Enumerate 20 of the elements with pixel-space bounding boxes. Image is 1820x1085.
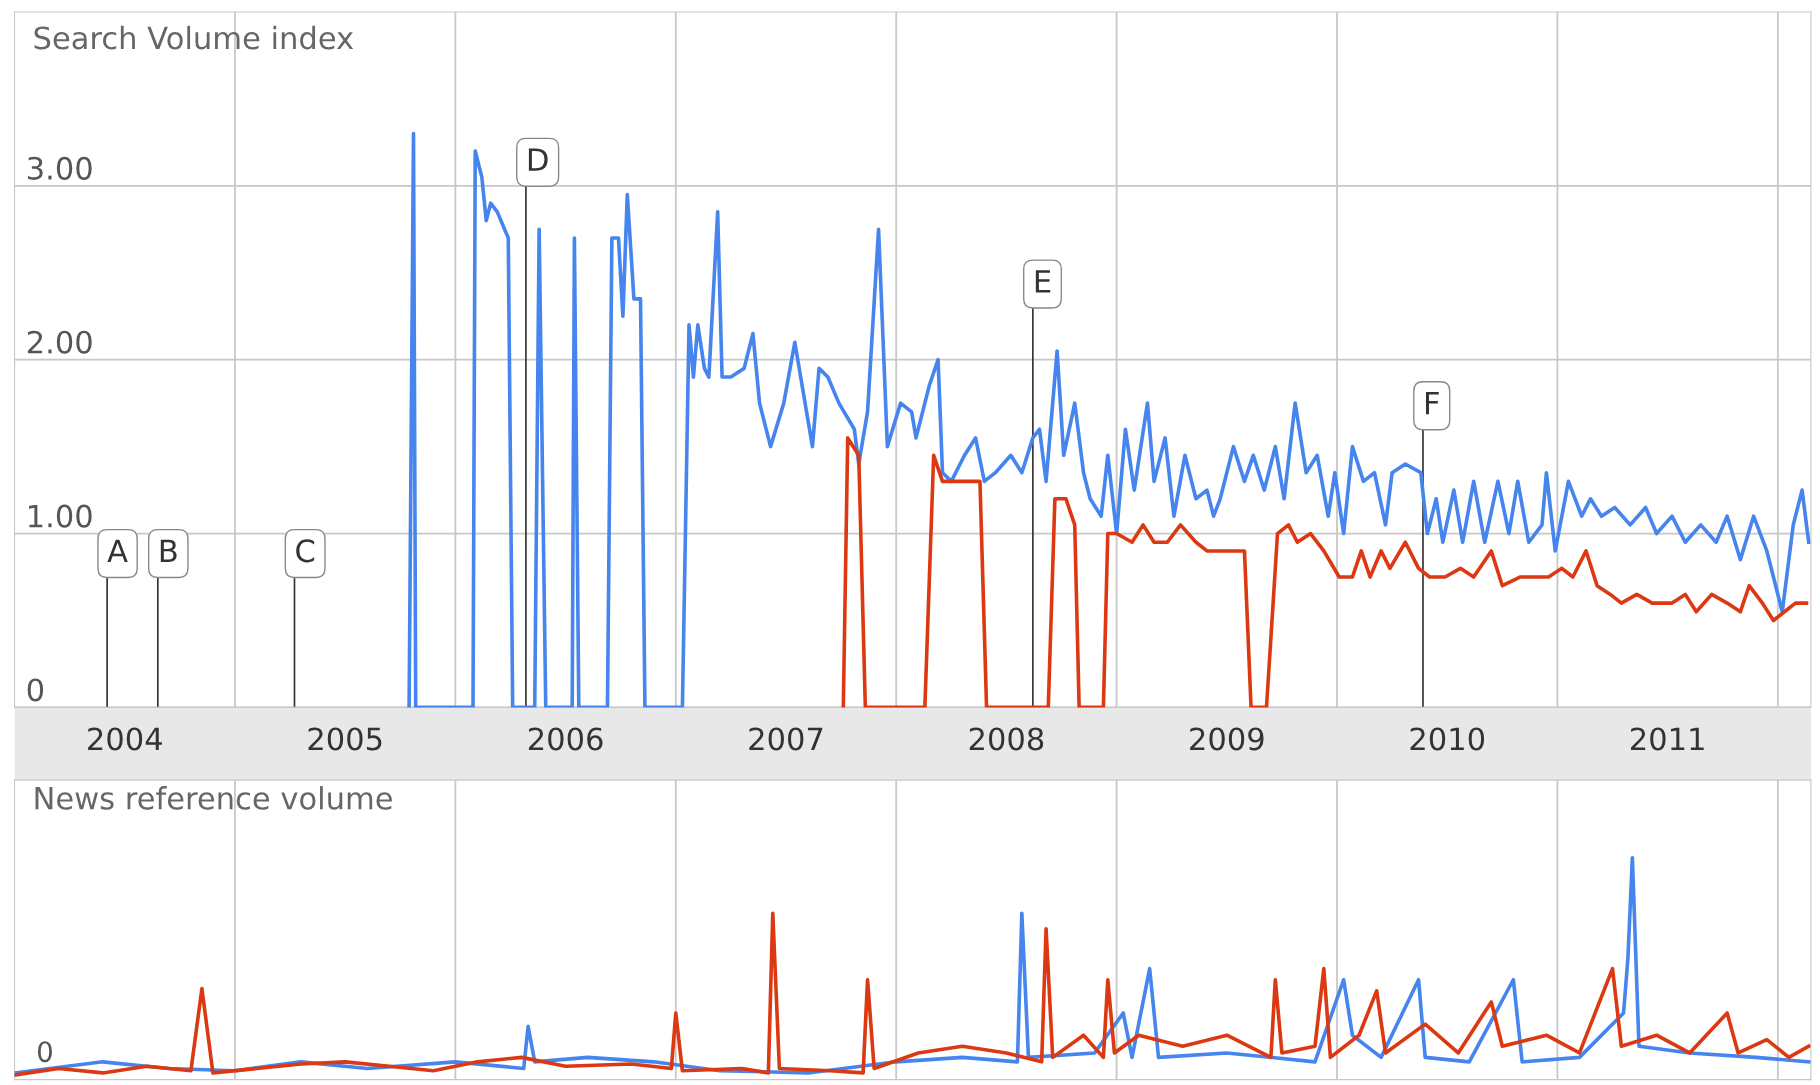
x-tick-label: 2010 xyxy=(1410,727,1485,751)
y-tick-label: 1.00 xyxy=(29,504,92,528)
y-tick-label: 2.00 xyxy=(27,330,92,354)
ref-line-label: B xyxy=(160,539,177,562)
y-tick-label: 3.00 xyxy=(28,156,92,180)
chart-title: Search Volume index xyxy=(34,25,354,50)
x-tick-label: 2011 xyxy=(1630,727,1704,751)
x-tick-label: 2006 xyxy=(528,727,603,751)
ref-line-label: A xyxy=(107,539,128,562)
ref-line-label: F xyxy=(1425,391,1439,415)
x-tick-label: 2007 xyxy=(749,727,823,751)
x-tick-label: 2008 xyxy=(969,727,1044,751)
ref-line-label: C xyxy=(296,539,315,563)
x-tick-label: 2004 xyxy=(88,727,162,751)
ref-line-label: D xyxy=(528,148,548,171)
ref-line-label: E xyxy=(1035,270,1051,293)
y-tick-label: 0 xyxy=(27,678,44,702)
x-tick-label: 2009 xyxy=(1190,727,1264,751)
chart-title: News reference volume xyxy=(35,786,392,810)
x-tick-label: 2005 xyxy=(308,727,382,751)
